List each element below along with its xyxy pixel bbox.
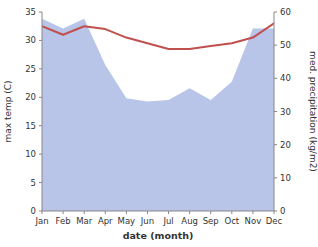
x-tick xyxy=(210,211,211,214)
x-tick-label: May xyxy=(118,216,136,226)
x-tick xyxy=(105,211,106,214)
y2ticks-tick-label: 20 xyxy=(280,140,291,150)
y-axis-label: max temp (C) xyxy=(3,80,13,142)
x-tick-label: Jul xyxy=(162,216,173,226)
x-tick-label: Oct xyxy=(224,216,239,226)
x-tick-label: Sep xyxy=(203,216,219,226)
yticks-tick-label: 15 xyxy=(25,121,36,131)
yticks-tick xyxy=(39,154,42,155)
yticks-tick xyxy=(39,12,42,13)
y2ticks-tick-label: 0 xyxy=(280,206,285,216)
x-tick-label: Dec xyxy=(266,216,283,226)
yticks-tick-label: 0 xyxy=(31,206,36,216)
y2ticks-tick-label: 10 xyxy=(280,173,291,183)
x-tick xyxy=(189,211,190,214)
y2ticks-tick-label: 30 xyxy=(280,107,291,117)
chart: JanFebMarAprMayJunJulAugSepOctNovDec0510… xyxy=(0,0,318,247)
y2ticks-tick-label: 40 xyxy=(280,73,291,83)
yticks-tick-label: 20 xyxy=(25,92,36,102)
y2ticks-tick-label: 60 xyxy=(280,7,291,17)
y2ticks-tick xyxy=(274,144,277,145)
x-tick-label: Nov xyxy=(245,216,262,226)
x-axis-line xyxy=(42,211,274,212)
yticks-tick-label: 30 xyxy=(25,35,36,45)
temperature-line xyxy=(42,23,274,49)
yticks-tick-label: 10 xyxy=(25,149,36,159)
yticks-tick xyxy=(39,40,42,41)
yticks-tick xyxy=(39,211,42,212)
y-axis-line xyxy=(42,12,43,211)
x-tick xyxy=(231,211,232,214)
y2ticks-tick xyxy=(274,45,277,46)
y2ticks-tick-label: 50 xyxy=(280,40,291,50)
plot-area xyxy=(42,19,274,211)
yticks-tick xyxy=(39,182,42,183)
x-tick-label: Mar xyxy=(76,216,93,226)
x-tick-label: Apr xyxy=(98,216,113,226)
y2ticks-tick xyxy=(274,177,277,178)
x-tick xyxy=(84,211,85,214)
y2-axis-label: med. precipitation (kg/m2) xyxy=(308,51,318,172)
y2ticks-tick xyxy=(274,78,277,79)
precipitation-area xyxy=(42,19,274,211)
yticks-tick-label: 25 xyxy=(25,64,36,74)
yticks-tick xyxy=(39,125,42,126)
yticks-tick xyxy=(39,68,42,69)
yticks-tick xyxy=(39,97,42,98)
x-tick-label: Aug xyxy=(181,216,198,226)
yticks-tick-label: 35 xyxy=(25,7,36,17)
y2ticks-tick xyxy=(274,211,277,212)
x-tick xyxy=(147,211,148,214)
x-tick xyxy=(252,211,253,214)
x-axis-label: date (month) xyxy=(123,230,194,241)
x-tick xyxy=(63,211,64,214)
x-tick-label: Jan xyxy=(34,216,48,226)
x-tick xyxy=(126,211,127,214)
x-tick xyxy=(168,211,169,214)
yticks-tick-label: 5 xyxy=(31,178,36,188)
y2ticks-tick xyxy=(274,111,277,112)
y2ticks-tick xyxy=(274,12,277,13)
x-tick-label: Feb xyxy=(56,216,71,226)
x-tick-label: Jun xyxy=(140,216,154,226)
